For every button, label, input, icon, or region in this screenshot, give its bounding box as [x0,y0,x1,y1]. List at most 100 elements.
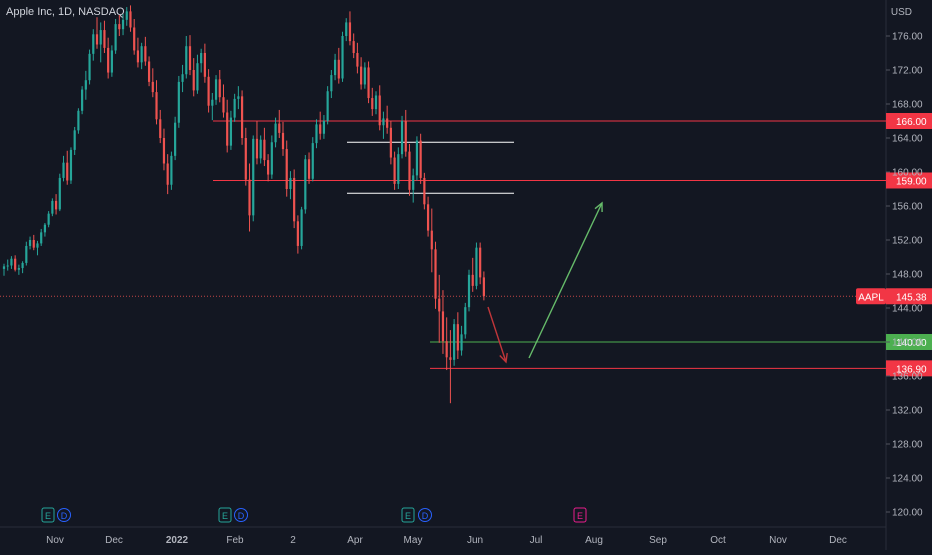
candle-body [460,334,463,351]
candle-body [129,11,132,28]
candle [14,255,17,272]
candle [218,70,221,103]
candle-body [255,138,259,159]
y-tick-label: 144.00 [892,304,923,315]
dividend-marker: D [234,508,248,522]
candle [200,48,203,73]
candle [147,56,151,87]
candle-body [248,179,251,216]
candle-body [397,154,400,184]
marker-shape [401,507,415,523]
x-tick-label: Apr [347,535,363,546]
candle [378,85,381,131]
candle [54,194,58,215]
arrow-head [594,201,603,213]
candle [278,109,281,138]
candle [471,257,474,292]
marker-label: E [222,511,228,521]
candle [464,302,467,339]
candle [95,17,99,49]
candle [118,14,121,36]
y-tick-label: 120.00 [892,508,923,519]
x-tick-label: Jul [530,535,543,546]
candle-body [263,139,266,161]
x-tick-label: Aug [585,535,603,546]
arrow-shaft [528,202,603,359]
arrow-shaft [487,306,507,363]
candle-body [185,46,188,75]
candle-body [374,95,378,110]
x-tick-label: Oct [710,535,726,546]
candle-body [207,76,210,106]
candle-body [110,50,113,73]
candle-body [10,258,13,266]
candle [6,259,9,271]
candle [32,234,35,251]
candle [341,31,344,82]
level-tag [886,172,932,189]
candle [51,198,54,217]
candle-body [125,11,128,20]
candle-body [103,30,106,48]
candle [110,45,113,77]
candle [255,121,259,165]
candle [144,36,147,66]
x-tick-label: Nov [46,535,64,546]
chart-title: Apple Inc, 1D, NASDAQ [6,6,125,18]
candle-body [270,142,273,175]
candle [240,90,244,145]
candle-body [293,177,296,222]
candle [99,22,102,63]
candle [393,151,396,190]
candle [244,127,247,186]
candle-body [326,91,329,121]
candle-body [341,36,344,79]
candle [21,261,24,274]
candle [73,126,76,155]
candle-body [203,53,206,77]
candle [434,241,437,309]
candle [185,36,188,79]
candle [263,127,266,167]
up-arrow [528,201,603,359]
y-tick-label: 152.00 [892,236,923,247]
candle-body [389,127,392,158]
candle-body [51,200,54,214]
candle-body [430,230,433,250]
candle-body [144,46,147,62]
candle [43,223,47,237]
level-label: 166.00 [896,117,927,128]
symbol-tag [856,288,886,305]
horizontal-levels: AAPL 145.38 166.00 159.00 140.00 136.90 [0,113,932,377]
level-label: 159.00 [896,177,927,188]
candle [319,111,322,140]
candle [270,135,273,179]
candle-body [267,160,270,175]
candle-body [438,298,441,312]
candle [125,7,128,26]
candle [304,155,307,214]
candle [453,319,456,366]
marker-shape [234,508,248,522]
candle [333,53,337,81]
candle [248,163,251,232]
candle-body [162,138,166,164]
candle [159,109,162,144]
candle-body [449,357,452,360]
candle-body [441,311,445,342]
candle-body [423,177,426,205]
candle [475,242,478,290]
candle [207,69,210,113]
candle-body [289,177,292,189]
marker-shape [418,508,432,522]
candle-body [300,209,303,246]
candle-body [393,157,396,184]
candle-body [6,265,9,267]
candle [449,330,452,404]
candle [136,37,140,68]
candle [300,206,303,250]
candle-body [311,143,314,179]
candle-body [419,140,422,178]
marker-label: D [61,511,68,521]
